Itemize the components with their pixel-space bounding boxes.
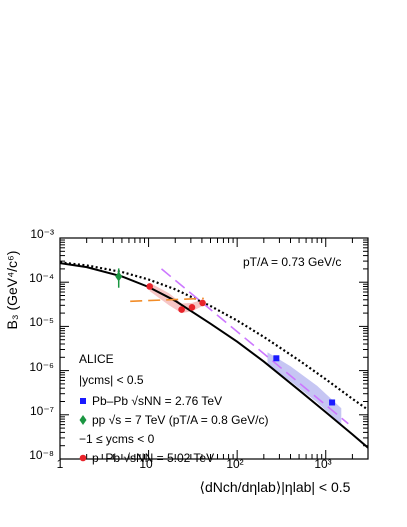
plot-frame: [59, 237, 369, 460]
x-tick-label: 10²: [226, 457, 243, 471]
legend-rapidity: |ycms| < 0.5: [79, 373, 144, 387]
y-tick-label: 10⁻⁸: [29, 448, 54, 462]
legend-label-pp: pp √s = 7 TeV (pT/A = 0.8 GeV/c): [92, 413, 268, 427]
model-curve-dashed: [160, 268, 349, 425]
legend-marker-ppb: [79, 454, 87, 462]
x-ticks: [59, 238, 369, 459]
y-tick-label: 10⁻³: [30, 227, 54, 241]
uncertainty-band: [267, 352, 342, 425]
data-point-diamond: [115, 271, 123, 282]
x-axis-title: ⟨dNch/dηlab⟩|ηlab| < 0.5: [200, 479, 351, 495]
data-point-square: [273, 355, 280, 362]
data-point-square: [329, 399, 336, 406]
legend-marker-pp: [79, 415, 87, 425]
x-tick-label: 1: [57, 457, 64, 471]
y-tick-label: 10⁻⁶: [29, 360, 54, 374]
y-tick-label: 10⁻⁵: [29, 315, 54, 329]
model-curve-solid: [60, 262, 368, 449]
data-points: [115, 268, 336, 406]
x-tick-label: 10: [139, 457, 153, 471]
kinematic-annotation: pT/A = 0.73 GeV/c: [243, 255, 341, 269]
legend-header: ALICE: [79, 352, 114, 366]
curves: [60, 261, 368, 449]
y-tick-label: 10⁻⁷: [30, 404, 54, 418]
data-point-circle: [146, 283, 154, 290]
data-point-circle: [178, 306, 185, 313]
y-tick-label: 10⁻⁴: [29, 271, 54, 285]
model-curve-dashed: [130, 297, 204, 303]
y-ticks: [60, 237, 368, 460]
data-point-circle: [188, 304, 196, 311]
legend-label-pbpb: Pb–Pb √sNN = 2.76 TeV: [92, 394, 222, 408]
legend-ppb-range: −1 ≤ ycms < 0: [79, 432, 155, 446]
legend-marker-pbpb: [80, 398, 86, 404]
data-point-circle: [199, 299, 206, 307]
x-tick-label: 10³: [314, 457, 331, 471]
y-axis-title: B₃ (GeV⁴/c⁶): [4, 251, 20, 330]
legend-label-ppb: p–Pb √sNN = 5.02 TeV: [92, 451, 214, 465]
model-curve-dotted: [60, 261, 368, 411]
